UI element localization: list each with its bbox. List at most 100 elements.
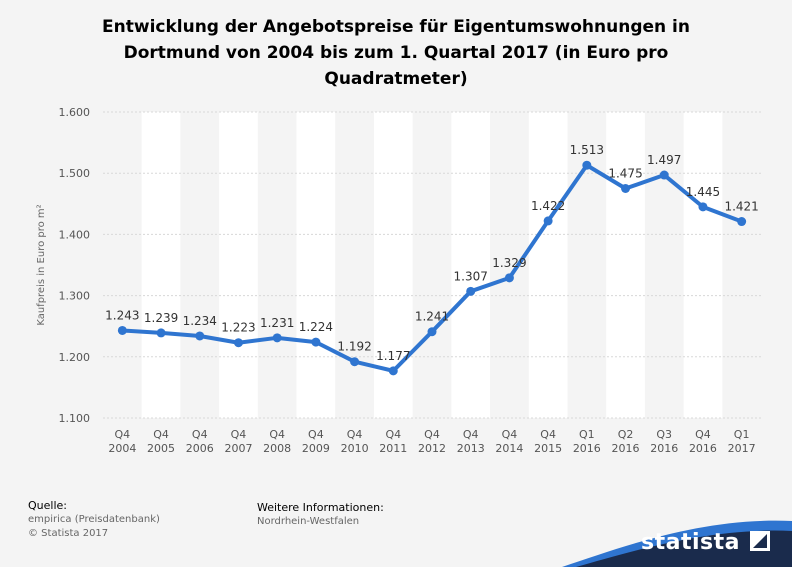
data-label: 1.421 [724, 200, 758, 214]
source-label: Quelle: [28, 499, 67, 512]
data-point [582, 160, 592, 170]
x-tick-label-year: 2014 [495, 442, 523, 455]
data-point [659, 170, 669, 180]
data-label: 1.224 [299, 320, 333, 334]
info-text: Nordrhein-Westfalen [257, 516, 360, 527]
x-tick-label-period: Q1 [579, 428, 595, 441]
data-point [272, 333, 282, 343]
chart-title: Entwicklung der Angebotspreise für Eigen… [102, 17, 690, 89]
data-label: 1.177 [376, 349, 410, 363]
x-tick-label-year: 2011 [379, 442, 407, 455]
logo-swoosh [562, 520, 792, 567]
data-label: 1.445 [686, 185, 720, 199]
y-tick-label: 1.200 [59, 351, 91, 364]
background-band [606, 112, 645, 418]
x-tick-label-period: Q4 [192, 428, 208, 441]
x-tick-label-period: Q4 [115, 428, 131, 441]
x-tick-label-period: Q1 [734, 428, 750, 441]
background-band [296, 112, 336, 418]
data-label: 1.239 [144, 311, 178, 325]
data-point [504, 273, 514, 283]
x-tick-label-year: 2008 [263, 442, 291, 455]
y-tick-label: 1.100 [59, 412, 91, 425]
x-tick-label-period: Q4 [347, 428, 363, 441]
data-points [117, 160, 747, 376]
series-line [120, 163, 744, 373]
x-tick-label-year: 2016 [650, 442, 678, 455]
data-point [117, 325, 127, 335]
data-label: 1.497 [647, 153, 681, 167]
data-point [156, 328, 166, 338]
background-band [219, 112, 258, 418]
logo-text: statista [641, 530, 740, 555]
x-tick-label-period: Q4 [540, 428, 556, 441]
x-tick-label-year: 2015 [534, 442, 562, 455]
data-label: 1.243 [105, 308, 139, 322]
data-label: 1.223 [221, 321, 255, 335]
data-label: 1.192 [337, 340, 371, 354]
x-tick-label-year: 2016 [573, 442, 601, 455]
source-line-1: empirica (Preisdatenbank) [28, 514, 160, 525]
x-tick-label-period: Q4 [463, 428, 479, 441]
x-tick-label-period: Q4 [502, 428, 518, 441]
y-tick-label: 1.600 [59, 106, 91, 119]
data-point [543, 216, 553, 226]
data-point [350, 357, 360, 367]
data-label: 1.475 [608, 167, 642, 181]
data-point [311, 337, 321, 347]
info-label: Weitere Informationen: [257, 501, 384, 514]
statista-logo[interactable]: statista [562, 507, 792, 567]
x-tick-label-year: 2004 [108, 442, 136, 455]
x-tick-label-period: Q4 [695, 428, 711, 441]
background-band [141, 112, 181, 418]
x-tick-label-year: 2009 [302, 442, 330, 455]
x-tick-label-period: Q4 [269, 428, 285, 441]
x-tick-label-period: Q3 [656, 428, 672, 441]
x-tick-label-period: Q4 [231, 428, 247, 441]
data-point [195, 331, 205, 341]
x-tick-label-year: 2016 [612, 442, 640, 455]
x-tick-label-year: 2006 [186, 442, 214, 455]
x-tick-label-year: 2012 [418, 442, 446, 455]
x-axis-ticks: Q42004Q42005Q42006Q42007Q42008Q42009Q420… [108, 428, 755, 455]
gridlines [103, 111, 761, 419]
data-labels: 1.243 1.239 1.234 1.223 1.231 1.224 1.192 1.177… [105, 143, 759, 363]
x-tick-label-period: Q4 [153, 428, 169, 441]
data-point [737, 217, 747, 227]
background-band [528, 112, 568, 418]
x-tick-label-year: 2007 [224, 442, 252, 455]
x-tick-label-period: Q4 [424, 428, 440, 441]
data-label: 1.422 [531, 199, 565, 213]
y-axis-label: Kaufpreis in Euro pro m² [36, 204, 47, 325]
data-label: 1.241 [415, 310, 449, 324]
x-tick-label-year: 2017 [728, 442, 756, 455]
data-point [388, 366, 398, 376]
x-tick-label-year: 2016 [689, 442, 717, 455]
data-point [466, 286, 476, 296]
data-label: 1.513 [570, 143, 604, 157]
y-axis-ticks: 1.100 1.200 1.300 1.400 1.500 1.600 [59, 106, 91, 425]
y-tick-label: 1.400 [59, 228, 91, 241]
data-label: 1.231 [260, 316, 294, 330]
source-line-2: © Statista 2017 [28, 528, 109, 539]
data-point [233, 338, 243, 348]
background-band [451, 112, 491, 418]
statista-mark-icon [750, 531, 770, 551]
x-tick-label-year: 2010 [341, 442, 369, 455]
background-band [683, 112, 723, 418]
data-label: 1.329 [492, 256, 526, 270]
data-point [427, 327, 437, 337]
data-point [698, 202, 708, 212]
x-tick-label-period: Q2 [618, 428, 634, 441]
x-tick-label-period: Q4 [308, 428, 324, 441]
data-label: 1.234 [183, 314, 217, 328]
alternating-bands [141, 112, 723, 418]
x-tick-label-year: 2005 [147, 442, 175, 455]
y-tick-label: 1.300 [59, 290, 91, 303]
x-tick-label-year: 2013 [457, 442, 485, 455]
x-tick-label-period: Q4 [385, 428, 401, 441]
y-tick-label: 1.500 [59, 167, 91, 180]
data-point [621, 184, 631, 193]
data-label: 1.307 [454, 269, 488, 283]
